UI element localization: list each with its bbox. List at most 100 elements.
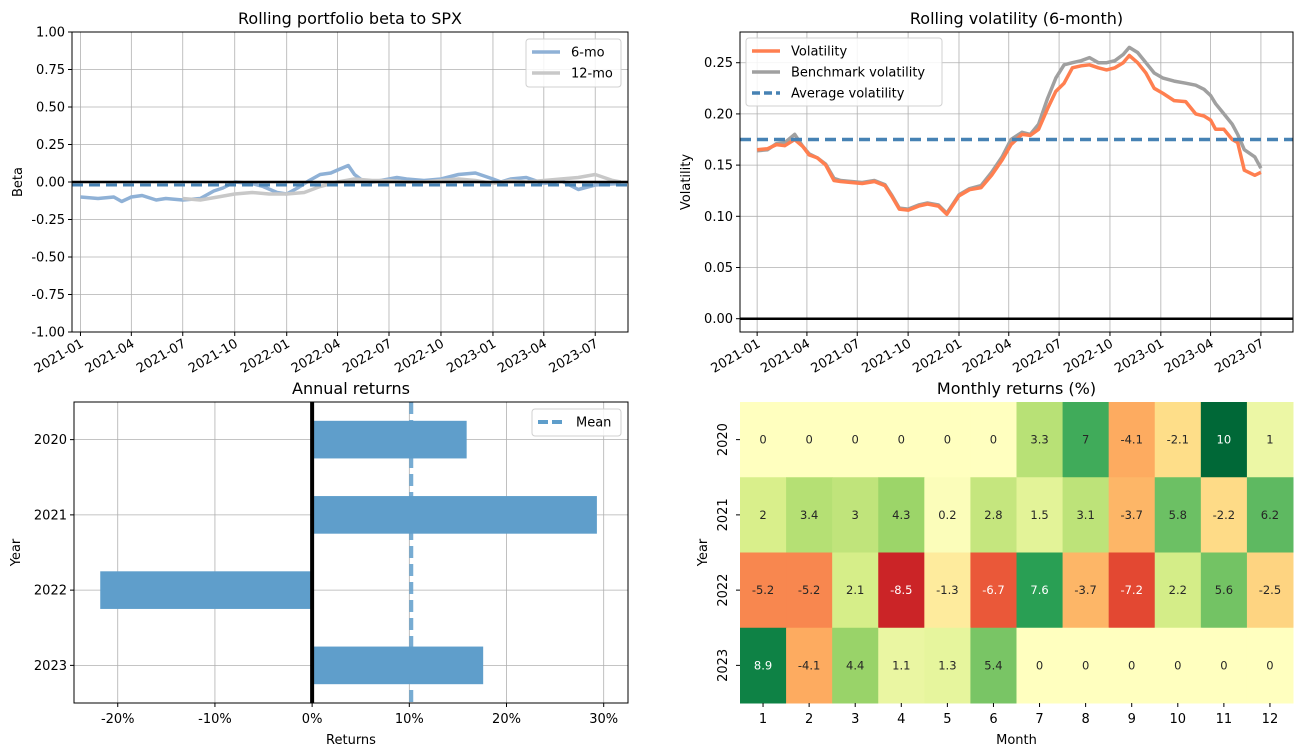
heatmap-cell <box>924 627 971 704</box>
chart-title: Annual returns <box>292 379 410 398</box>
chart-title: Rolling volatility (6-month) <box>910 9 1123 28</box>
legend: 6-mo 12-mo <box>525 38 622 88</box>
cell-label: 8.9 <box>754 658 772 672</box>
y-tick-label: 0.20 <box>704 107 733 122</box>
heatmap-cell <box>1108 477 1156 553</box>
heatmap-cell <box>878 402 925 478</box>
x-tick-label: 2021-01 <box>709 336 764 376</box>
plot-frame <box>739 31 1294 333</box>
heatmap-cell <box>832 402 879 478</box>
legend: Volatility Benchmark volatility Average vo… <box>745 37 943 107</box>
cell-label: -4.1 <box>1120 433 1142 447</box>
heatmap-cell <box>924 477 971 553</box>
cell-label: 2 <box>759 508 766 522</box>
heatmap-cell <box>1246 627 1294 704</box>
plot-frame <box>73 401 629 704</box>
cell-label: -4.1 <box>798 658 820 672</box>
heatmap-cell <box>1016 477 1064 553</box>
x-tick-label: 2022-07 <box>1011 336 1066 376</box>
y-tick-label: 0.00 <box>36 176 65 191</box>
x-axis-label: Returns <box>326 733 376 748</box>
x-tick-label: -20% <box>101 712 135 727</box>
heatmap-cell <box>878 477 925 553</box>
heatmap-cell <box>832 552 879 629</box>
heatmap-cell <box>1246 552 1294 629</box>
cell-label: 7.6 <box>1030 583 1048 597</box>
heatmap-cell <box>786 627 833 704</box>
y-tick-label: 0.75 <box>36 63 65 78</box>
cell-label: -5.2 <box>798 583 820 597</box>
cell-label: 0 <box>990 433 997 447</box>
x-tick-label: 6 <box>989 712 997 727</box>
heatmap-cell <box>970 627 1017 704</box>
x-tick-label: 2023-04 <box>1162 336 1217 376</box>
cell-label: 0 <box>805 433 812 447</box>
cell-label: 3.3 <box>1030 433 1048 447</box>
x-tick-label: 2022-04 <box>289 336 344 376</box>
y-tick-label: 2023 <box>716 649 731 682</box>
heatmap-cell <box>1154 402 1202 478</box>
cell-label: 0 <box>1266 658 1273 672</box>
cell-label: 0.2 <box>938 508 956 522</box>
cell-label: 0 <box>898 433 905 447</box>
legend-box <box>531 408 622 437</box>
y-tick-label: -1.00 <box>31 326 65 341</box>
heatmap-cell <box>970 552 1017 629</box>
legend-label: 6-mo <box>571 46 605 61</box>
cell-label: 7 <box>1082 433 1089 447</box>
x-tick-label: 3 <box>851 712 859 727</box>
cell-label: 0 <box>1036 658 1043 672</box>
x-tick-label: 2021-04 <box>83 336 138 376</box>
legend-box <box>745 37 943 107</box>
cell-label: -5.2 <box>752 583 774 597</box>
x-tick-label: 2022-01 <box>910 336 965 376</box>
y-tick-label: 0.10 <box>704 210 733 225</box>
cell-label: 4.4 <box>846 658 864 672</box>
volatility-chart: 0.250.200.150.100.050.002021-012021-0420… <box>679 9 1294 377</box>
legend-label: Average volatility <box>791 87 905 102</box>
heatmap-cell <box>832 627 879 704</box>
x-tick-label: 0% <box>302 712 323 727</box>
x-tick-label: 2023-07 <box>1212 336 1267 376</box>
x-tick-label: 1 <box>759 712 767 727</box>
y-tick-label: 2021 <box>716 498 731 531</box>
heatmap-cell <box>924 552 971 629</box>
y-tick-label: 2022 <box>716 574 731 607</box>
monthly-returns-heatmap: 0 0 0 0 0 0 3.3 7 -4.1 -2.1 10 12 3.4 3 4.3 0.2 2.8 1.5 3.… <box>696 379 1294 748</box>
cell-label: 0 <box>1128 658 1135 672</box>
y-axis-label: Year <box>9 538 24 567</box>
x-tick-label: 2022-04 <box>960 336 1015 376</box>
cell-label: 0 <box>1082 658 1089 672</box>
heatmap-cell <box>1016 627 1064 704</box>
x-tick-label: 30% <box>589 712 618 727</box>
x-axis-label: Month <box>996 733 1037 748</box>
heatmap-cell <box>740 627 787 704</box>
x-tick-label: 4 <box>897 712 905 727</box>
cell-label: 0 <box>1220 658 1227 672</box>
y-tick-label: -0.25 <box>31 213 65 228</box>
heatmap-cell <box>1062 402 1110 478</box>
beta-chart: 1.00 0.75 0.50 0.25 0.00 -0.25 -0.50 -0.75 -1.00… <box>11 9 629 377</box>
heatmap-cell <box>878 552 925 629</box>
heatmap-cell <box>1200 627 1248 704</box>
heatmap-cell <box>832 477 879 553</box>
legend-label: 12-mo <box>571 67 613 82</box>
cell-label: 1.3 <box>938 658 956 672</box>
cell-label: -3.7 <box>1120 508 1142 522</box>
legend-label: Benchmark volatility <box>791 66 925 81</box>
x-tick-label: 2023-01 <box>1112 336 1167 376</box>
x-tick-label: 2021-10 <box>860 336 915 376</box>
cell-label: -7.2 <box>1120 583 1142 597</box>
y-axis-label: Volatility <box>679 154 694 210</box>
heatmap-cell <box>786 552 833 629</box>
y-tick-label: 0.05 <box>704 261 733 276</box>
legend-label: Volatility <box>791 45 847 60</box>
cell-label: 3.4 <box>800 508 818 522</box>
cell-label: 0 <box>852 433 859 447</box>
cell-label: 5.4 <box>984 658 1002 672</box>
cell-label: 3.1 <box>1076 508 1094 522</box>
y-tick-label: 2020 <box>34 433 67 448</box>
y-tick-label: 2021 <box>34 508 67 523</box>
cell-label: 3 <box>852 508 859 522</box>
heatmap-cell <box>1016 402 1064 478</box>
